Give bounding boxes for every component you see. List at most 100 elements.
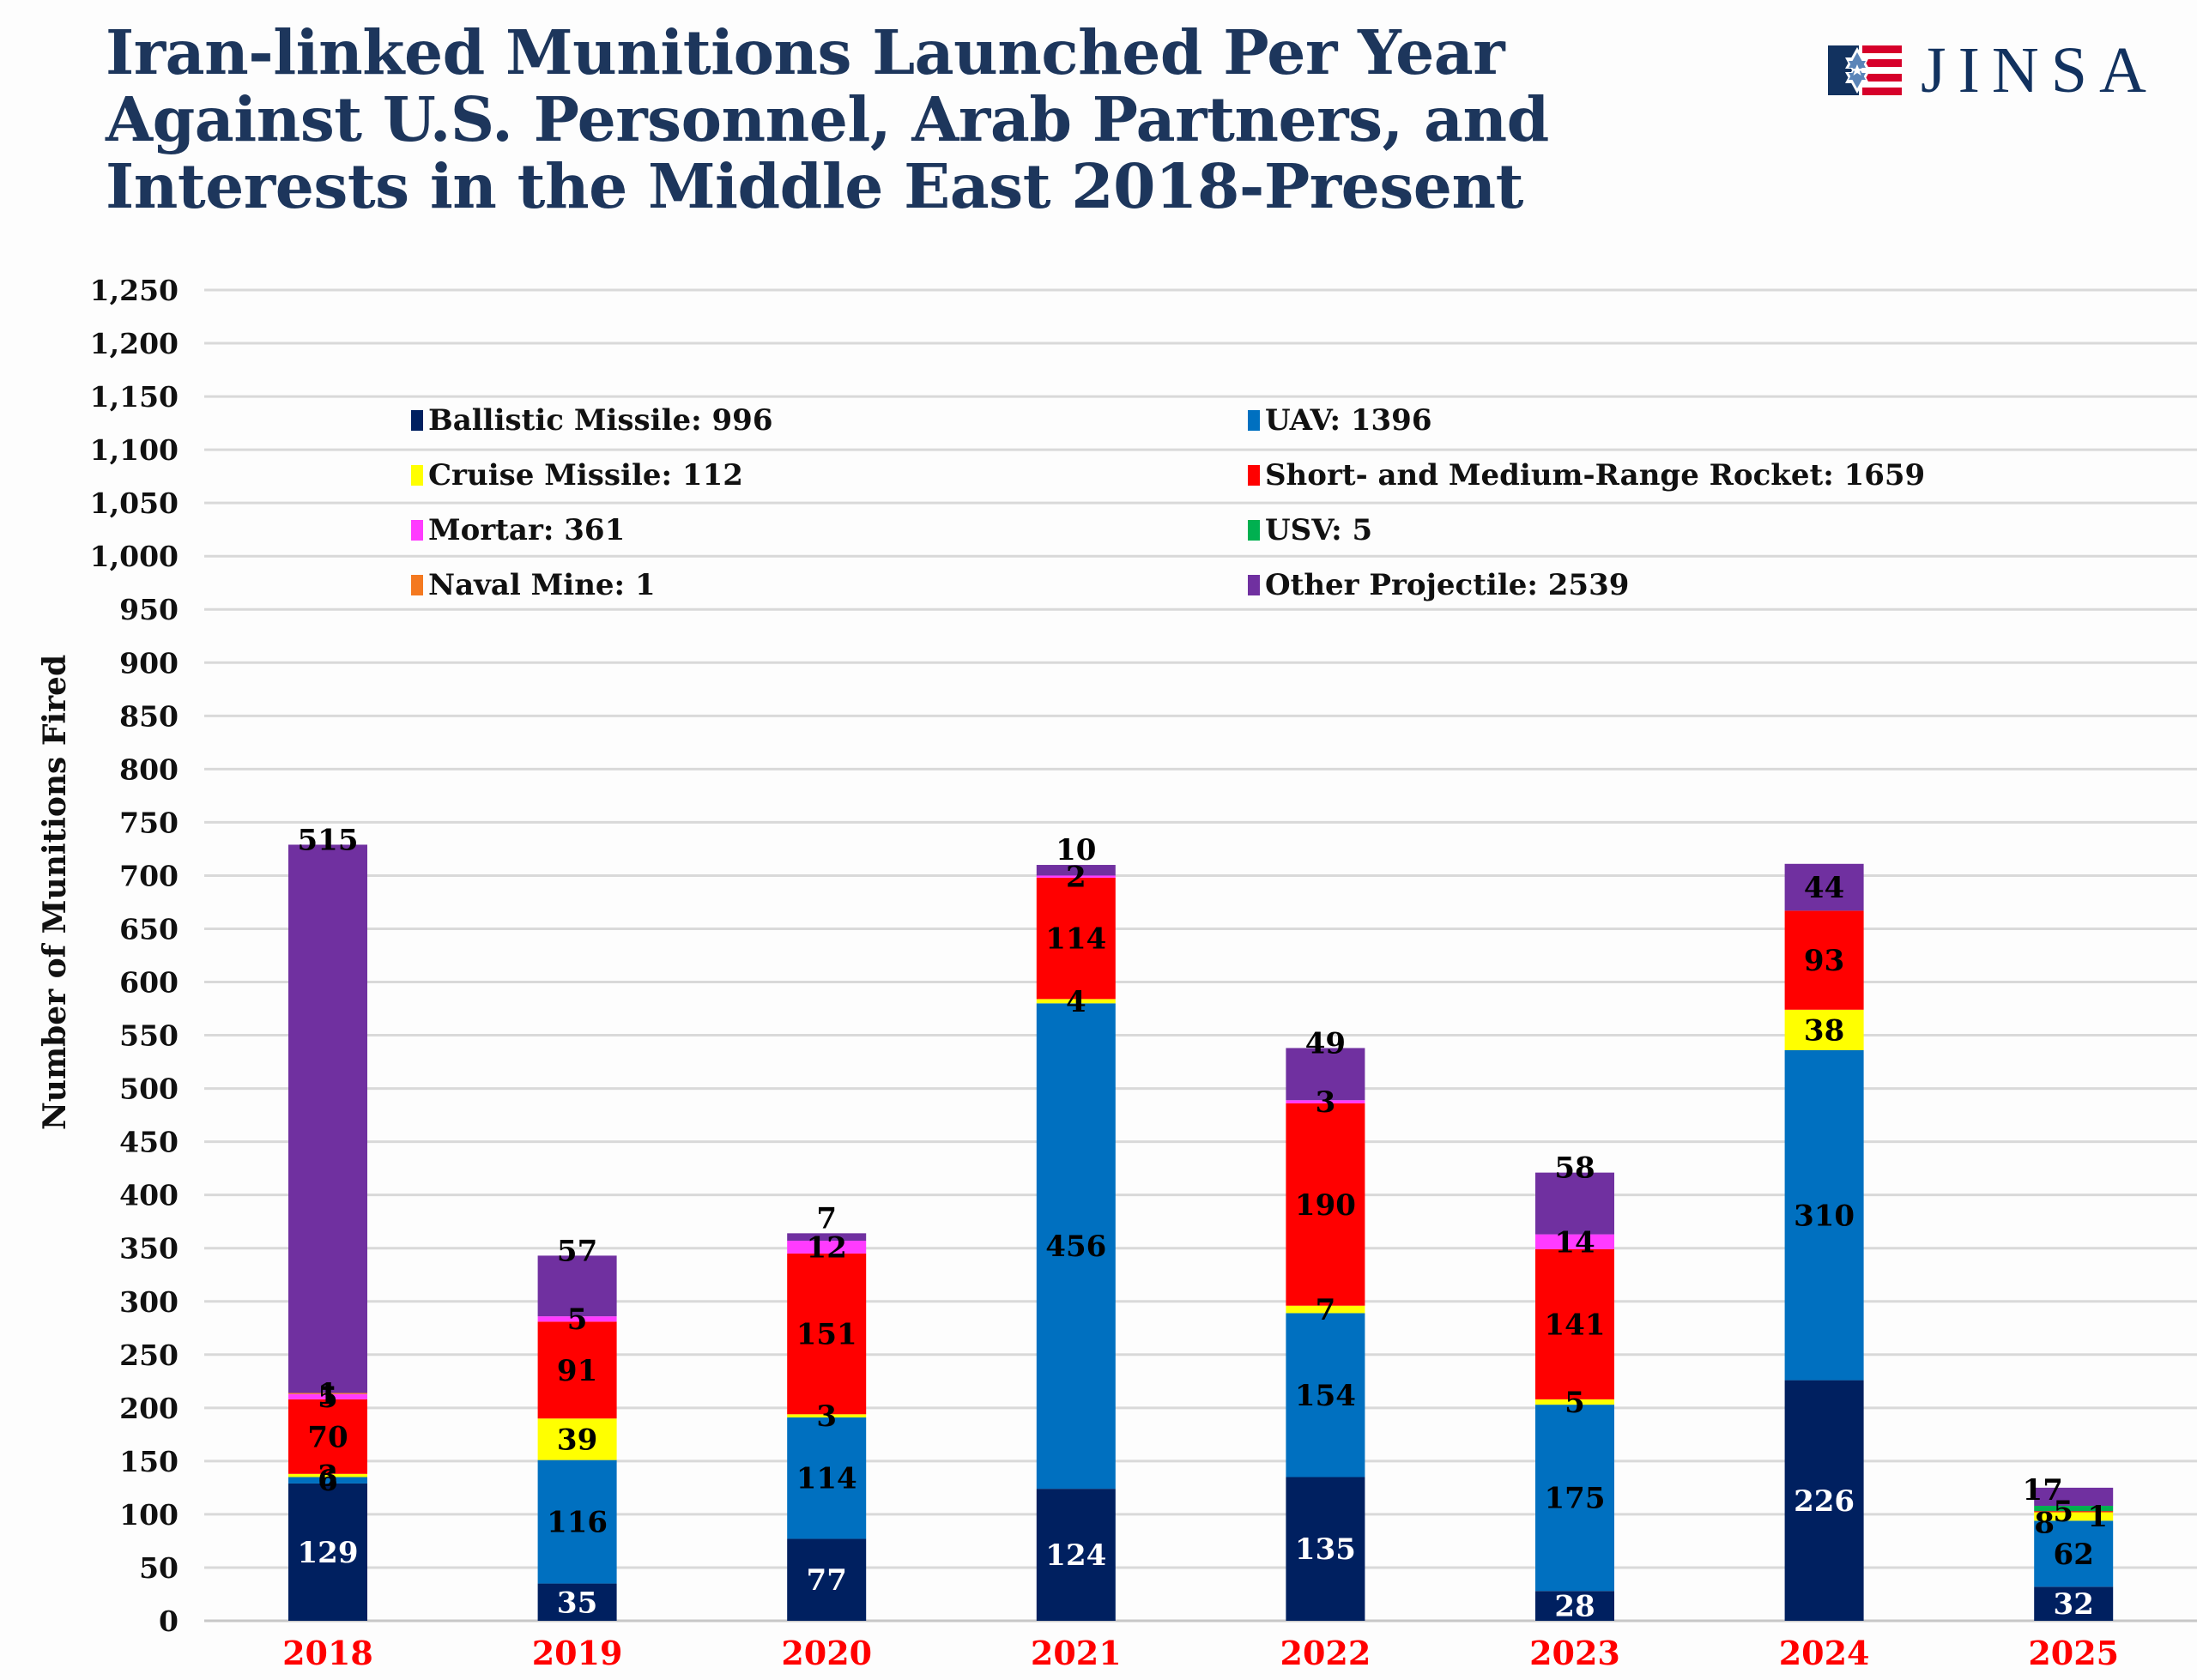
data-label: 62	[2054, 1538, 2094, 1572]
data-label: 70	[307, 1420, 348, 1454]
data-label: 6	[318, 1464, 338, 1498]
data-label: 5	[2053, 1495, 2073, 1529]
bar-segment-cruise-missile-2024	[1784, 1009, 1864, 1050]
bar-segment-short-and-medium-range-rocket-2023	[1535, 1248, 1614, 1399]
legend-swatch	[411, 465, 423, 486]
y-axis-ticks: 0 50 100 150 200 250 300 350 400 450 500 550 600 650 7…	[90, 274, 179, 1638]
y-tick-label: 800	[119, 752, 179, 786]
legend-swatch	[1248, 465, 1260, 486]
legend-swatch	[1248, 520, 1260, 541]
bar-segment-ballistic-missile-2020	[787, 1538, 867, 1621]
bar-segment-mortar-2019	[537, 1316, 617, 1322]
x-tick-label: 2024	[1779, 1634, 1870, 1672]
x-tick-label: 2022	[1280, 1634, 1371, 1672]
y-tick-label: 0	[159, 1604, 179, 1638]
chart-title: Iran-linked Munitions Launched Per Year …	[106, 19, 1736, 220]
data-label: 5	[567, 1302, 588, 1337]
data-label: 5	[318, 1381, 338, 1415]
bar-segment-ballistic-missile-2023	[1535, 1591, 1614, 1621]
bar-segment-uav-2025	[2034, 1520, 2114, 1587]
bar-segment-short-and-medium-range-rocket-2020	[787, 1253, 867, 1415]
data-label: 154	[1295, 1379, 1356, 1413]
bar-segment-other-projectile-2022	[1286, 1048, 1365, 1101]
data-label: 7	[1316, 1293, 1336, 1327]
bar-segment-mortar-2022	[1286, 1100, 1365, 1103]
data-label: 57	[557, 1234, 597, 1268]
data-label: 39	[557, 1423, 597, 1457]
y-tick-label: 650	[119, 912, 179, 946]
y-tick-label: 1,150	[90, 380, 179, 414]
y-tick-label: 600	[119, 966, 179, 1000]
data-label: 151	[796, 1318, 857, 1352]
data-label: 28	[1554, 1590, 1595, 1624]
bar-segment-mortar-2020	[787, 1241, 867, 1254]
legend-swatch	[411, 575, 423, 595]
bar-segment-ballistic-missile-2025	[2034, 1586, 2114, 1621]
data-label: 5	[1565, 1386, 1585, 1420]
x-tick-label: 2023	[1529, 1634, 1620, 1672]
y-tick-label: 300	[119, 1285, 179, 1319]
gridlines	[204, 288, 2197, 1623]
legend-swatch	[1248, 410, 1260, 431]
bar-segment-uav-2019	[537, 1459, 617, 1584]
legend-label: Mortar: 361	[428, 513, 626, 547]
data-label: 135	[1295, 1532, 1356, 1567]
x-axis-ticks: 2018 2019 2020 2021 2022 2023 2024 2025	[282, 1634, 2119, 1672]
legend-item-mortar: Mortar: 361	[411, 513, 625, 547]
data-label: 141	[1545, 1308, 1606, 1342]
data-label: 4	[1066, 985, 1086, 1019]
data-label: 124	[1045, 1538, 1106, 1573]
bar-segment-cruise-missile-2019	[537, 1418, 617, 1460]
y-tick-label: 400	[119, 1179, 179, 1212]
bar-segment-mortar-2023	[1535, 1234, 1614, 1249]
data-label: 93	[1804, 944, 1844, 978]
data-label: 77	[807, 1563, 847, 1598]
y-tick-label: 700	[119, 859, 179, 892]
legend-label: Cruise Missile: 112	[428, 458, 743, 493]
bar-segment-short-and-medium-range-rocket-2022	[1286, 1103, 1365, 1306]
data-label: 1	[318, 1377, 338, 1411]
bar-segment-mortar-2021	[1036, 875, 1116, 878]
star-of-david-flag-icon	[1828, 45, 1902, 95]
bar-segment-cruise-missile-2020	[787, 1414, 867, 1418]
logo-text: JINSA	[1921, 34, 2158, 106]
bar-segment-short-and-medium-range-rocket-2024	[1784, 910, 1864, 1010]
data-label: 10	[1056, 833, 1096, 867]
y-tick-label: 250	[119, 1339, 179, 1372]
bar-segment-other-projectile-2020	[787, 1233, 867, 1242]
legend-swatch	[411, 410, 423, 431]
bar-segment-other-projectile-2025	[2034, 1487, 2114, 1506]
data-label: 456	[1045, 1230, 1106, 1264]
data-label: 2	[1066, 861, 1086, 895]
y-tick-label: 900	[119, 646, 179, 680]
data-label: 116	[547, 1506, 608, 1540]
title-line-1: Iran-linked Munitions Launched Per Year	[106, 16, 1505, 88]
y-tick-label: 200	[119, 1392, 179, 1425]
bar-segment-short-and-medium-range-rocket-2021	[1036, 877, 1116, 1000]
data-label: 14	[1554, 1225, 1595, 1260]
bar-segment-uav-2023	[1535, 1405, 1614, 1592]
legend-label: Other Projectile: 2539	[1265, 568, 1630, 602]
bar-segment-ballistic-missile-2024	[1784, 1380, 1864, 1621]
data-label: 12	[807, 1230, 847, 1265]
y-tick-label: 50	[139, 1551, 179, 1585]
bar-segment-uav-2022	[1286, 1313, 1365, 1478]
bar-segment-uav-2021	[1036, 1003, 1116, 1490]
data-label: 58	[1554, 1151, 1595, 1186]
y-tick-label: 100	[119, 1498, 179, 1532]
legend-item-cruise-missile: Cruise Missile: 112	[411, 458, 743, 493]
y-tick-label: 1,200	[90, 327, 179, 360]
x-tick-label: 2018	[282, 1634, 373, 1672]
bar-segment-ballistic-missile-2019	[537, 1583, 617, 1621]
legend-item-usv: USV: 5	[1248, 513, 1372, 547]
x-tick-label: 2019	[532, 1634, 623, 1672]
legend-item-other-projectile: Other Projectile: 2539	[1248, 568, 1629, 602]
bar-segment-other-projectile-2021	[1036, 865, 1116, 876]
legend-label: Naval Mine: 1	[428, 568, 656, 602]
data-label: 7	[816, 1201, 837, 1236]
legend-label: Short- and Medium-Range Rocket: 1659	[1265, 458, 1926, 493]
bar-segment-mortar-2018	[288, 1393, 367, 1399]
bar-segment-usv-2025	[2034, 1505, 2114, 1512]
legend-label: Ballistic Missile: 996	[428, 403, 773, 438]
